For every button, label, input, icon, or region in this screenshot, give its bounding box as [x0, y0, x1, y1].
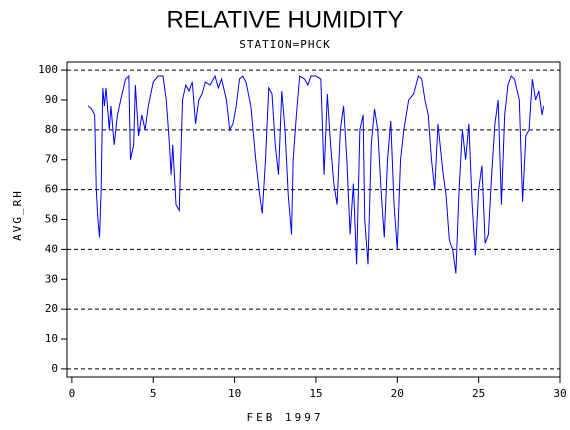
y-tick-label: 50: [45, 213, 58, 226]
y-axis-label: AVG_RH: [11, 189, 24, 241]
x-tick-label: 10: [228, 387, 241, 400]
x-tick-label: 25: [472, 387, 485, 400]
y-tick-label: 100: [38, 63, 58, 76]
chart-subtitle: STATION=PHCK: [239, 38, 330, 51]
x-tick-label: 15: [309, 387, 322, 400]
y-tick-label: 70: [45, 153, 58, 166]
chart-title: RELATIVE HUMIDITY: [167, 6, 404, 33]
y-tick-label: 30: [45, 272, 58, 285]
x-tick-label: 20: [391, 387, 404, 400]
y-tick-label: 80: [45, 123, 58, 136]
y-tick-label: 40: [45, 242, 58, 255]
x-axis-label: FEB 1997: [247, 411, 324, 424]
x-tick-label: 0: [69, 387, 76, 400]
x-tick-label: 5: [150, 387, 157, 400]
y-tick-label: 20: [45, 302, 58, 315]
y-tick-label: 10: [45, 332, 58, 345]
y-tick-label: 90: [45, 93, 58, 106]
x-tick-label: 30: [553, 387, 566, 400]
y-tick-label: 0: [51, 362, 58, 375]
y-tick-label: 60: [45, 183, 58, 196]
data-line: [87, 74, 545, 274]
plot-frame: [66, 61, 561, 378]
